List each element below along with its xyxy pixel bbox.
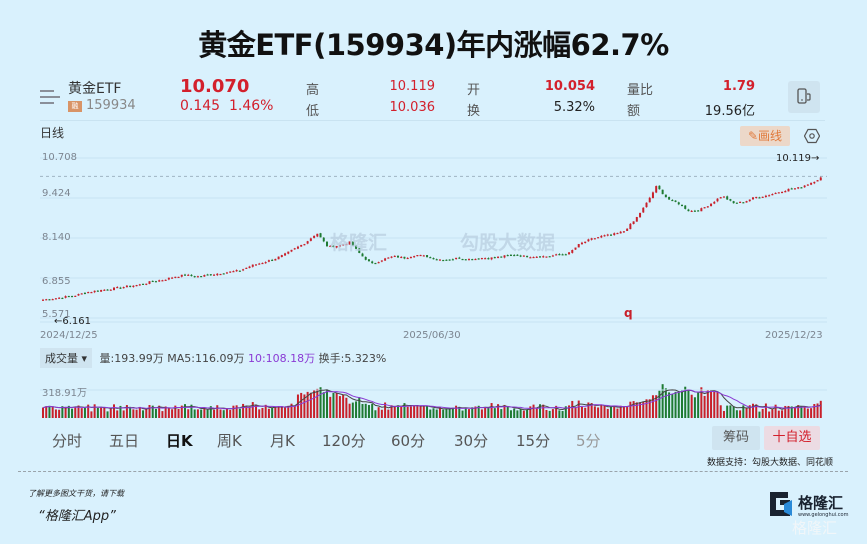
open-label: 开 [467,83,481,98]
y-tick: 10.708 [42,152,77,163]
y-tick: 6.855 [42,276,71,287]
security-code: 159934 [86,98,136,113]
high-label: 高 [306,83,320,98]
tab-5min[interactable]: 5分 [576,432,601,450]
draw-line-button[interactable]: ✎画线 [740,126,790,146]
promo-text: 了解更多图文干货，请下载 [28,489,124,498]
turnover-rate: 换手:5.323% [318,352,387,365]
low-value: 10.036 [389,100,436,115]
watermark-gogudata: 勾股大数据 [460,232,556,254]
indicator-select[interactable]: 成交量 ▾ [40,348,93,368]
volume-ratio-value: 1.79 [722,79,755,94]
last-price: 10.070 [180,76,250,97]
gelonghui-logo: 格隆汇 www.gelonghui.com [768,490,856,522]
volume-header: 成交量 ▾ 量:193.99万 MA5:116.09万 10:108.18万 换… [40,348,386,368]
change-percent: 1.46% [229,98,274,114]
tab-daily-k[interactable]: 日K [166,432,193,450]
tab-120min[interactable]: 120分 [322,432,366,450]
logo-g-icon: 格隆汇 www.gelonghui.com [770,492,849,518]
security-name: 黄金ETF [68,81,122,97]
tab-weekly-k[interactable]: 周K [217,432,242,450]
price-change: 0.145 1.46% [180,98,273,114]
logo-text: 格隆汇 [798,494,843,512]
candlestick-plot [40,157,827,323]
min-price-marker: ←6.161 [54,316,92,327]
tab-15min[interactable]: 15分 [516,432,551,450]
volume-value: 量:193.99万 [99,352,164,365]
tab-monthly-k[interactable]: 月K [270,432,295,450]
tab-60min[interactable]: 60分 [391,432,426,450]
data-source: 数据支持：勾股大数据、同花顺 [707,458,834,468]
turnover-label: 换 [467,104,481,119]
volume-ratio-label: 量比 [627,83,654,98]
amount-value: 19.56亿 [704,104,755,119]
watermark-footer: 格隆汇 [792,519,838,537]
logo-url: www.gelonghui.com [798,512,849,518]
y-tick: 5.571 [42,309,71,320]
rotate-screen-button[interactable] [788,81,820,113]
menu-icon[interactable] [40,90,60,106]
tab-30min[interactable]: 30分 [454,432,489,450]
max-price-marker: 10.119→ [776,153,820,164]
tab-intraday[interactable]: 分时 [52,432,83,450]
watermark-gelonghui: 格隆汇 [330,232,388,254]
divider [18,471,848,472]
quote-header: 黄金ETF 融 159934 10.070 0.145 1.46% 高 10.1… [40,76,830,120]
period-name: 日线 [40,126,65,140]
turnover-value: 5.32% [553,100,595,115]
volume-bars [40,384,827,418]
high-value: 10.119 [389,79,436,94]
volume-chart[interactable]: 成交量 ▾ 量:193.99万 MA5:116.09万 10:108.18万 换… [40,348,827,420]
y-tick: 9.424 [42,188,71,199]
price-chart[interactable]: 10.708 9.424 8.140 6.855 5.571 ←6.161 10… [40,150,827,346]
add-watchlist-button[interactable]: 十自选 [764,426,820,450]
x-tick-mid: 2025/06/30 [403,330,461,341]
ma5-value: MA5:116.09万 [167,352,245,365]
volume-y-tick: 318.91万 [42,388,87,399]
promo-app-name: “格隆汇App” [38,509,116,524]
x-tick-end: 2025/12/23 [765,330,823,341]
phone-landscape-icon [797,88,811,104]
x-tick-start: 2024/12/25 [40,330,98,341]
change-value: 0.145 [180,98,221,114]
chips-button[interactable]: 筹码 [712,426,760,450]
amount-label: 额 [627,104,641,119]
margin-badge: 融 [68,101,82,112]
indicator-select-label: 成交量 [45,352,78,365]
y-tick: 8.140 [42,232,71,243]
hexagon-gear-icon[interactable] [804,128,820,144]
page-title: 黄金ETF(159934)年内涨幅62.7% [198,28,669,62]
event-marker: q [624,306,633,320]
tab-five-day[interactable]: 五日 [109,432,140,450]
low-label: 低 [306,104,320,119]
ma10-value: 10:108.18万 [247,352,316,365]
open-value: 10.054 [544,79,595,94]
chart-toolbar: 日线 ✎画线 [40,120,825,150]
